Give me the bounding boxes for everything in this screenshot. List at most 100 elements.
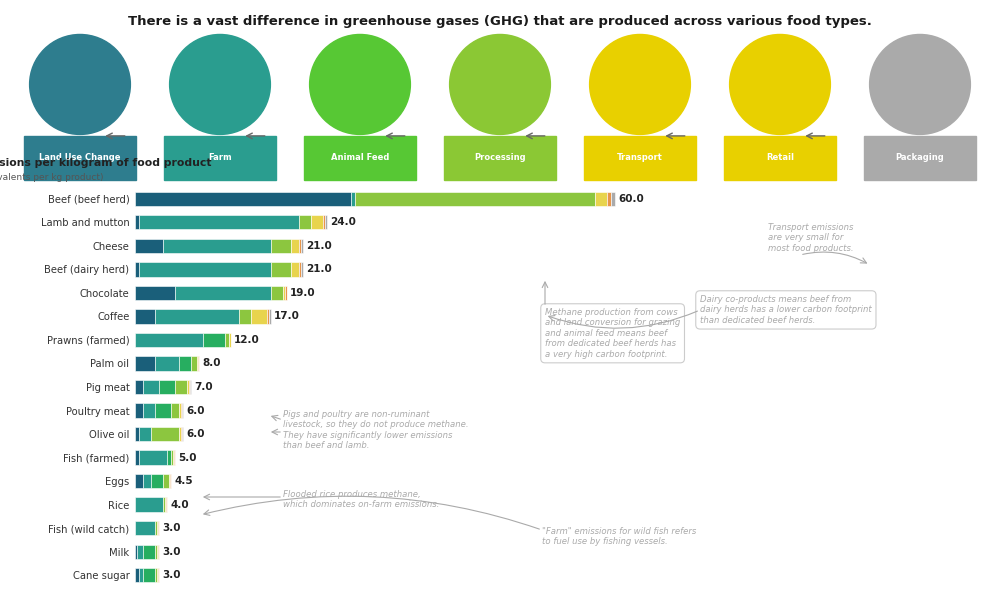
FancyBboxPatch shape bbox=[24, 136, 136, 180]
Bar bbox=[229, 333, 231, 347]
Text: GHG emissions per kilogram of food product: GHG emissions per kilogram of food produ… bbox=[0, 158, 212, 168]
Text: Transport emissions
are very small for
most food products.: Transport emissions are very small for m… bbox=[768, 223, 854, 253]
Bar bbox=[151, 474, 163, 488]
Bar bbox=[595, 192, 607, 206]
Bar bbox=[155, 545, 157, 559]
Bar bbox=[155, 568, 157, 582]
Bar bbox=[191, 356, 197, 371]
Text: 24.0: 24.0 bbox=[330, 217, 356, 227]
Text: (kg CO₂-equivalents per kg product): (kg CO₂-equivalents per kg product) bbox=[0, 173, 104, 182]
Bar bbox=[135, 451, 139, 464]
Text: 8.0: 8.0 bbox=[202, 358, 221, 368]
Bar bbox=[135, 262, 139, 277]
Bar bbox=[143, 380, 159, 394]
Text: 6.0: 6.0 bbox=[186, 429, 205, 439]
Text: Retail: Retail bbox=[766, 154, 794, 163]
Bar bbox=[267, 310, 269, 323]
Bar bbox=[135, 333, 203, 347]
Text: Processing: Processing bbox=[474, 154, 526, 163]
Bar bbox=[167, 451, 171, 464]
Text: Flooded rice produces methane,
which dominates on-farm emissions.: Flooded rice produces methane, which dom… bbox=[283, 490, 439, 509]
Bar bbox=[155, 521, 157, 535]
Bar bbox=[135, 286, 175, 300]
Ellipse shape bbox=[870, 34, 970, 134]
Bar bbox=[301, 239, 303, 253]
Bar bbox=[169, 474, 170, 488]
FancyBboxPatch shape bbox=[164, 136, 276, 180]
Bar bbox=[135, 427, 139, 441]
Bar bbox=[179, 403, 181, 418]
Bar bbox=[239, 310, 251, 323]
FancyBboxPatch shape bbox=[724, 136, 836, 180]
Bar bbox=[143, 545, 155, 559]
Ellipse shape bbox=[590, 34, 690, 134]
Bar bbox=[151, 427, 179, 441]
Text: 17.0: 17.0 bbox=[274, 311, 300, 322]
Text: 6.0: 6.0 bbox=[186, 406, 205, 416]
Bar bbox=[611, 192, 615, 206]
Text: Land Use Change: Land Use Change bbox=[39, 154, 121, 163]
Bar bbox=[163, 474, 169, 488]
Text: 3.0: 3.0 bbox=[162, 547, 181, 557]
Ellipse shape bbox=[170, 34, 270, 134]
Bar bbox=[351, 192, 355, 206]
Text: 21.0: 21.0 bbox=[306, 241, 332, 251]
Bar bbox=[271, 286, 283, 300]
Bar bbox=[135, 403, 143, 418]
Bar bbox=[135, 474, 143, 488]
Bar bbox=[291, 239, 299, 253]
Bar bbox=[323, 215, 325, 229]
Text: Packaging: Packaging bbox=[896, 154, 944, 163]
Bar bbox=[301, 262, 303, 277]
Bar bbox=[187, 380, 189, 394]
Text: 5.0: 5.0 bbox=[178, 452, 197, 463]
Bar bbox=[135, 239, 163, 253]
Bar bbox=[135, 215, 139, 229]
Bar bbox=[163, 497, 165, 512]
Text: Pigs and poultry are non-ruminant
livestock, so they do not produce methane.
The: Pigs and poultry are non-ruminant livest… bbox=[283, 410, 469, 450]
Bar bbox=[285, 286, 287, 300]
Bar bbox=[225, 333, 229, 347]
Bar bbox=[291, 262, 299, 277]
Ellipse shape bbox=[30, 34, 130, 134]
Bar bbox=[143, 568, 155, 582]
Bar bbox=[175, 380, 187, 394]
Bar bbox=[143, 474, 151, 488]
Text: 12.0: 12.0 bbox=[234, 335, 260, 345]
Bar bbox=[159, 380, 175, 394]
Bar bbox=[179, 427, 181, 441]
Bar bbox=[135, 310, 155, 323]
Bar bbox=[251, 310, 267, 323]
FancyBboxPatch shape bbox=[304, 136, 416, 180]
Bar bbox=[607, 192, 611, 206]
Bar bbox=[179, 356, 191, 371]
Bar bbox=[269, 310, 271, 323]
Bar bbox=[139, 262, 271, 277]
Bar bbox=[299, 262, 301, 277]
Text: There is a vast difference in greenhouse gases (GHG) that are produced across va: There is a vast difference in greenhouse… bbox=[128, 15, 872, 28]
Bar bbox=[135, 568, 139, 582]
Bar bbox=[139, 451, 167, 464]
Bar bbox=[171, 403, 179, 418]
Text: 3.0: 3.0 bbox=[162, 523, 181, 533]
Bar bbox=[155, 356, 179, 371]
Bar bbox=[139, 427, 151, 441]
Bar bbox=[283, 286, 285, 300]
Bar bbox=[299, 215, 311, 229]
Ellipse shape bbox=[450, 34, 550, 134]
Text: Dairy co-products means beef from
dairy herds has a lower carbon footprint
than : Dairy co-products means beef from dairy … bbox=[700, 295, 872, 325]
Text: Farm: Farm bbox=[208, 154, 232, 163]
Bar bbox=[143, 403, 155, 418]
Bar bbox=[155, 310, 239, 323]
Bar bbox=[355, 192, 595, 206]
Ellipse shape bbox=[310, 34, 410, 134]
Bar bbox=[155, 403, 171, 418]
Text: "Farm" emissions for wild fish refers
to fuel use by fishing vessels.: "Farm" emissions for wild fish refers to… bbox=[542, 527, 696, 547]
Bar bbox=[135, 356, 155, 371]
Text: Transport: Transport bbox=[617, 154, 663, 163]
FancyBboxPatch shape bbox=[444, 136, 556, 180]
Bar bbox=[163, 239, 271, 253]
Bar bbox=[311, 215, 323, 229]
Text: Methane production from cows
and land conversion for grazing
and animal feed mea: Methane production from cows and land co… bbox=[545, 308, 680, 359]
FancyBboxPatch shape bbox=[864, 136, 976, 180]
